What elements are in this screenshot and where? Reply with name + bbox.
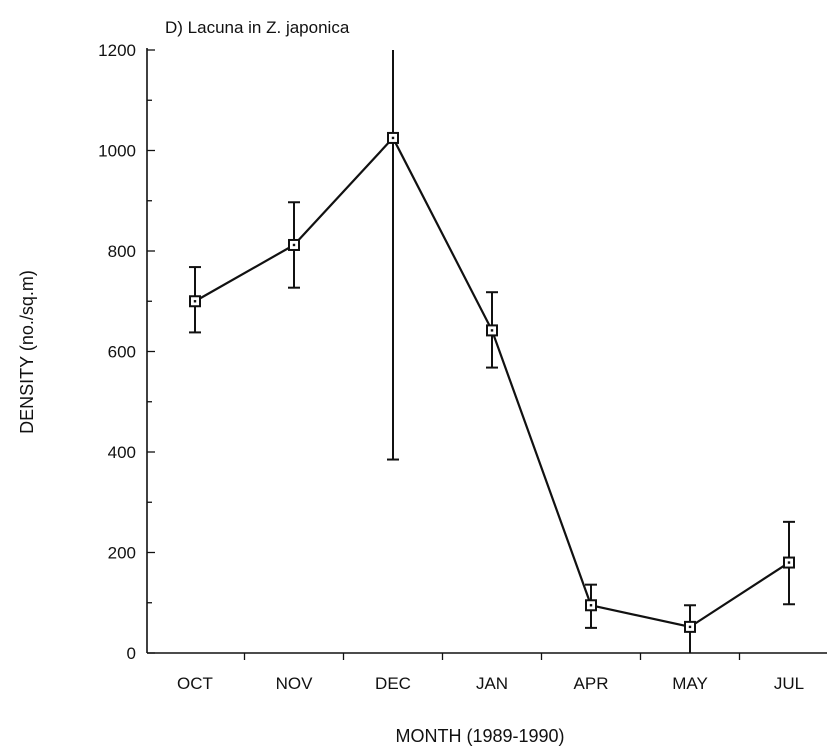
y-tick-label: 0 (127, 644, 136, 663)
data-point-center (589, 604, 593, 607)
x-axis-title: MONTH (1989-1990) (395, 726, 564, 746)
x-tick-label: NOV (276, 674, 314, 693)
x-tick-label: JUL (774, 674, 804, 693)
y-tick-label: 400 (108, 443, 136, 462)
y-axis-title: DENSITY (no./sq.m) (17, 270, 37, 434)
data-point-center (490, 329, 494, 332)
y-tick-label: 800 (108, 242, 136, 261)
y-tick-label: 200 (108, 544, 136, 563)
data-point-center (193, 300, 197, 303)
plot-area: 0 200 400 600 800 1000 1200 OCT NOV DEC JAN APR MAY J… (98, 41, 827, 693)
x-tick-label: MAY (672, 674, 708, 693)
data-point-center (292, 243, 296, 247)
y-tick-label: 1000 (98, 142, 136, 161)
data-point-center (787, 561, 791, 564)
series-line (194, 136, 790, 629)
x-tick-label: DEC (375, 674, 411, 693)
x-tick-label: APR (574, 674, 609, 693)
x-tick-label: JAN (476, 674, 508, 693)
x-tick-label: OCT (177, 674, 213, 693)
y-tick-label: 1200 (98, 41, 136, 60)
data-point-center (688, 625, 692, 629)
chart-title: D) Lacuna in Z. japonica (165, 18, 350, 37)
data-point-center (391, 136, 395, 140)
y-tick-label: 600 (108, 343, 136, 362)
